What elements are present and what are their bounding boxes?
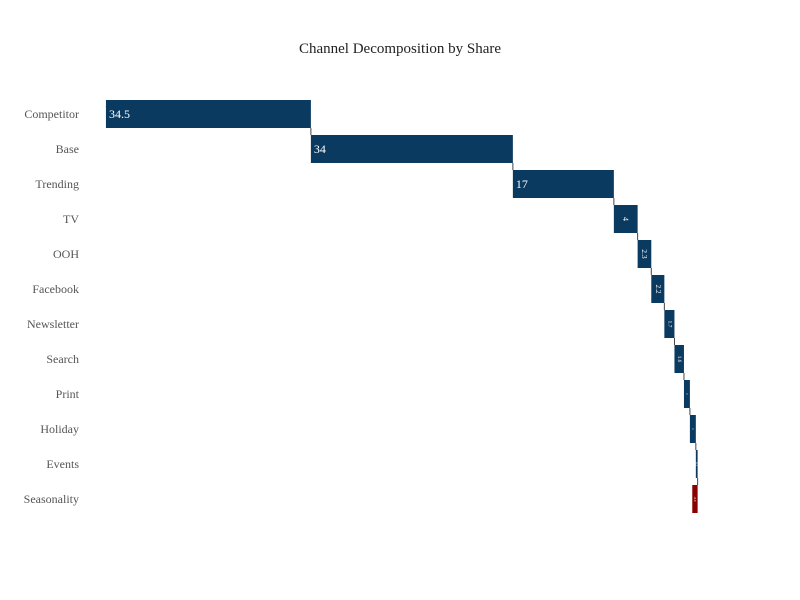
bar-base xyxy=(310,135,513,163)
category-label: Seasonality xyxy=(24,492,79,506)
data-label: 1.6 xyxy=(676,356,682,363)
category-label: Search xyxy=(46,352,79,366)
category-label: Print xyxy=(56,387,80,401)
bar-trending xyxy=(512,170,614,198)
bar-tv xyxy=(613,205,638,233)
category-label: Newsletter xyxy=(27,317,79,331)
data-label: 4 xyxy=(621,217,630,221)
bar-ooh xyxy=(637,240,652,268)
connectors xyxy=(310,128,699,485)
category-label: Facebook xyxy=(32,282,79,296)
category-label: TV xyxy=(63,212,79,226)
bar-print xyxy=(683,380,690,408)
category-label: Competitor xyxy=(24,107,79,121)
bar-facebook xyxy=(651,275,665,303)
data-label: 2.3 xyxy=(640,249,649,259)
bar-search xyxy=(674,345,684,373)
bar-competitor xyxy=(105,100,311,128)
category-labels: Competitor Base Trending TV OOH Facebook Newsl… xyxy=(24,107,80,506)
data-label: 1 xyxy=(691,428,695,430)
data-label: 17 xyxy=(516,177,528,191)
data-label: 34.5 xyxy=(109,107,130,121)
bar-newsletter xyxy=(664,310,675,338)
category-label: Events xyxy=(46,457,79,471)
bar-seasonality xyxy=(692,485,698,513)
category-label: Base xyxy=(56,142,79,156)
category-label: Holiday xyxy=(40,422,79,436)
data-label: 0.3 xyxy=(695,462,699,466)
bars xyxy=(105,100,698,513)
category-label: OOH xyxy=(53,247,79,261)
bar-events xyxy=(695,450,698,478)
category-label: Trending xyxy=(35,177,79,191)
data-label: -0.9 xyxy=(693,497,697,502)
data-label: 1 xyxy=(685,393,689,395)
data-labels: 34.5 34 17 4 2.3 2.2 1.7 1.6 1 1 0.3 -0.9 xyxy=(109,107,699,502)
data-label: 34 xyxy=(314,142,326,156)
bar-holiday xyxy=(689,415,696,443)
data-label: 2.2 xyxy=(654,285,662,294)
chart-title: Channel Decomposition by Share xyxy=(299,41,501,57)
data-label: 1.7 xyxy=(666,321,672,328)
